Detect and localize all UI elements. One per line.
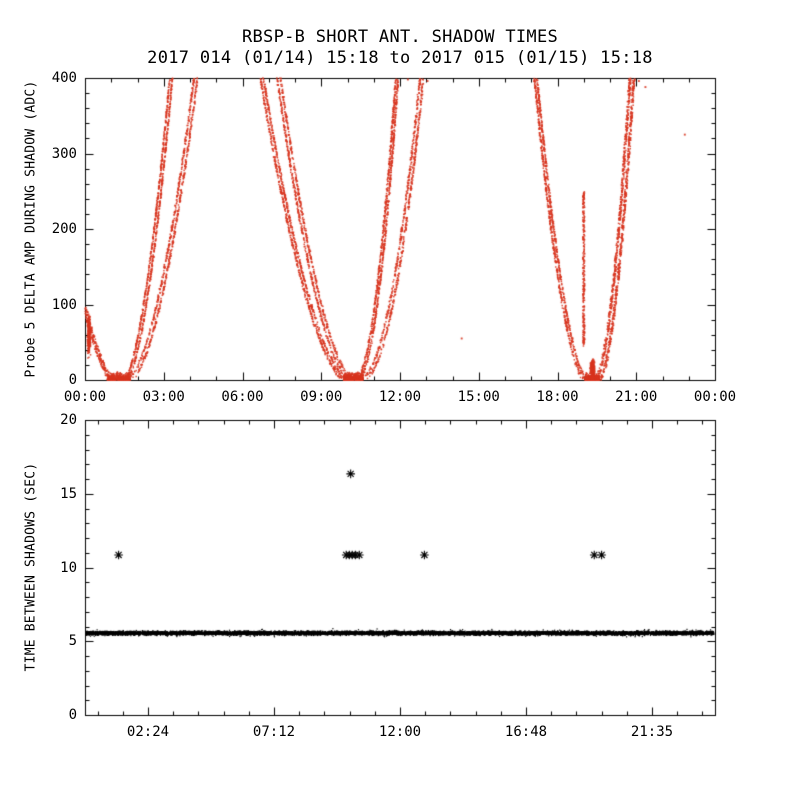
y-tick-label: 20: [60, 412, 77, 428]
x-tick-label: 12:00: [378, 724, 422, 740]
y-tick-label: 5: [68, 633, 77, 650]
x-tick-label: 21:35: [630, 724, 674, 740]
x-tick-label: 03:00: [142, 389, 185, 405]
x-tick-label: 00:00: [63, 389, 107, 405]
x-tick-label: 02:24: [126, 724, 170, 740]
x-tick-label: 15:00: [457, 389, 500, 405]
x-tick-label: 06:00: [221, 389, 264, 405]
x-tick-label: 09:00: [300, 389, 343, 405]
x-tick-label: 07:12: [252, 724, 296, 740]
y-tick-label: 300: [51, 145, 77, 162]
y-tick-label: 15: [60, 485, 77, 502]
chart-title: RBSP-B SHORT ANT. SHADOW TIMES: [241, 27, 559, 47]
chart-subtitle: 2017 014 (01/14) 15:18 to 2017 015 (01/1…: [147, 48, 653, 68]
y-tick-label: 200: [51, 221, 77, 237]
x-tick-label: 16:48: [504, 724, 548, 740]
x-tick-label: 00:00: [693, 389, 737, 405]
x-tick-label: 18:00: [536, 389, 579, 405]
y-tick-label: 10: [60, 559, 77, 576]
x-tick-label: 21:00: [615, 389, 658, 405]
y-tick-label: 0: [68, 372, 77, 388]
y-tick-label: 100: [51, 296, 77, 313]
x-tick-label: 12:00: [378, 389, 422, 405]
y-tick-label: 0: [68, 707, 77, 723]
y-tick-label: 400: [51, 70, 77, 86]
